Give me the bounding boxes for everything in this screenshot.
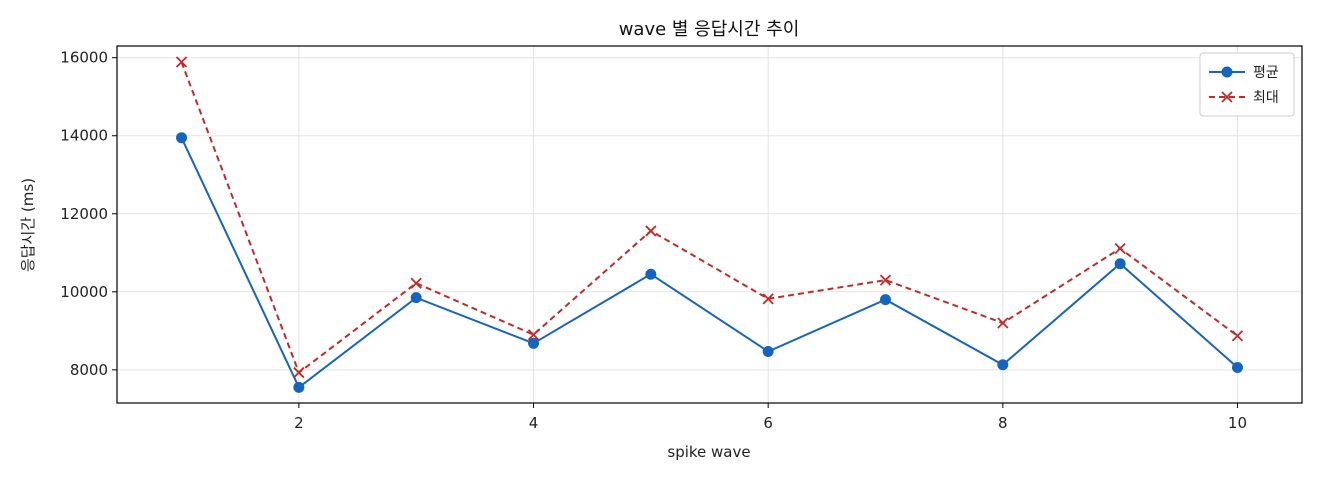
series-layer	[175, 56, 1244, 393]
legend-box	[1199, 52, 1295, 117]
x-tick-label: 10	[1228, 414, 1247, 432]
data-point	[293, 366, 305, 379]
data-point	[879, 274, 892, 286]
data-point	[1114, 258, 1126, 270]
series-1	[176, 132, 1243, 393]
x-tick-label: 6	[763, 414, 773, 432]
legend-marker-1	[1221, 66, 1233, 78]
data-point	[997, 317, 1009, 329]
y-tick-label: 12000	[60, 205, 108, 223]
grid-lines	[117, 46, 1302, 403]
data-point	[1231, 330, 1244, 342]
x-axis-ticks: 2 4 6 8 10	[294, 403, 1247, 432]
legend-marker-2	[1221, 91, 1233, 103]
data-point	[1114, 242, 1126, 255]
y-tick-label: 16000	[60, 49, 108, 67]
data-point	[293, 381, 305, 393]
data-point	[176, 132, 188, 144]
x-tick-label: 2	[294, 414, 304, 432]
data-point	[645, 268, 657, 280]
x-tick-label: 4	[529, 414, 539, 432]
data-point	[175, 56, 188, 68]
data-point	[997, 359, 1009, 371]
legend-label-2: 최대	[1253, 90, 1279, 106]
data-point	[1231, 361, 1243, 373]
data-point	[528, 337, 540, 349]
series-line	[180, 137, 1239, 389]
data-point	[879, 294, 891, 306]
y-tick-label: 14000	[60, 127, 108, 145]
data-point	[645, 225, 657, 237]
series-2	[175, 56, 1244, 379]
data-point	[527, 329, 540, 341]
y-axis-ticks: 8000 10000 12000 14000 16000	[60, 49, 117, 379]
y-axis-label: 응답시간 (ms)	[19, 178, 37, 272]
legend-label-1: 평균	[1253, 65, 1279, 81]
data-point	[762, 345, 774, 357]
data-point	[410, 292, 422, 304]
data-point	[410, 277, 422, 289]
x-axis-label: spike wave	[667, 443, 750, 461]
plot-area-frame	[116, 45, 1303, 404]
x-tick-label: 8	[998, 414, 1008, 432]
data-point	[762, 293, 774, 305]
series-line	[180, 61, 1239, 375]
chart-title: wave 별 응답시간 추이	[619, 19, 800, 40]
y-tick-label: 10000	[60, 283, 108, 301]
y-tick-label: 8000	[70, 361, 108, 379]
